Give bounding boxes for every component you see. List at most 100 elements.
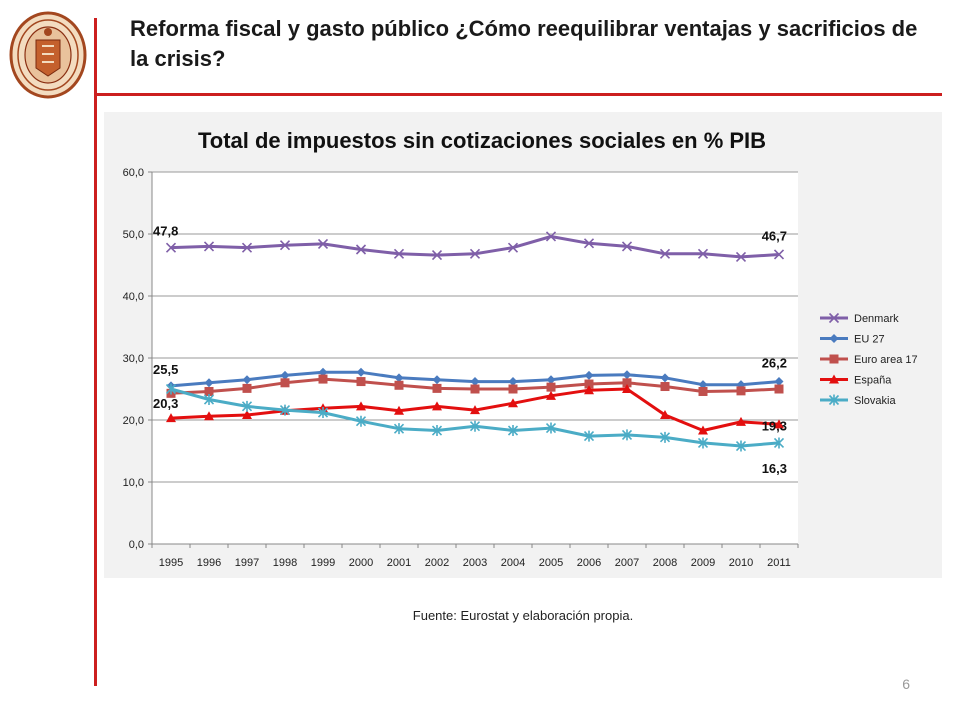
data-point	[432, 401, 442, 411]
data-point	[584, 370, 594, 380]
x-tick-label: 2006	[577, 557, 601, 569]
data-point	[773, 249, 785, 260]
x-tick-label: 1998	[273, 557, 297, 569]
data-point	[773, 437, 785, 449]
y-tick-label: 40,0	[123, 291, 144, 303]
data-point	[584, 379, 594, 389]
chart-title: Total de impuestos sin cotizaciones soci…	[198, 128, 766, 153]
data-point	[584, 385, 594, 395]
legend-entry: Euro area 17	[854, 354, 918, 366]
data-point	[698, 386, 708, 396]
data-point	[774, 384, 784, 394]
data-point	[470, 377, 480, 387]
x-tick-label: 2009	[691, 557, 715, 569]
x-tick-label: 2010	[729, 557, 753, 569]
y-tick-label: 30,0	[123, 353, 144, 365]
data-point	[469, 248, 481, 259]
x-tick-label: 2005	[539, 557, 563, 569]
data-point	[470, 384, 480, 394]
y-tick-label: 10,0	[123, 477, 144, 489]
data-point	[735, 440, 747, 452]
data-point	[659, 431, 671, 443]
data-point	[318, 367, 328, 377]
data-point	[393, 248, 405, 259]
data-point	[698, 380, 708, 390]
legend-entry: España	[854, 375, 892, 387]
source-note: Fuente: Eurostat y elaboración propia.	[412, 608, 634, 623]
data-point	[431, 425, 443, 437]
data-point	[583, 430, 595, 442]
data-point	[317, 238, 329, 249]
data-point	[660, 382, 670, 392]
legend-marker	[829, 354, 839, 364]
data-point	[622, 378, 632, 388]
legend-entry: Slovakia	[854, 395, 896, 407]
data-point	[203, 241, 215, 252]
line-chart: Total de impuestos sin cotizaciones soci…	[123, 128, 918, 569]
legend-marker	[828, 312, 840, 324]
data-point	[317, 407, 329, 419]
x-tick-label: 2007	[615, 557, 639, 569]
data-point	[355, 244, 367, 255]
data-point	[279, 404, 291, 416]
page-number: 6	[902, 676, 910, 692]
slide-title: Reforma fiscal y gasto público ¿Cómo ree…	[130, 16, 918, 71]
data-point	[469, 420, 481, 432]
chart-panel: Total de impuestos sin cotizaciones soci…	[104, 112, 942, 578]
data-point	[507, 242, 519, 253]
data-point	[279, 240, 291, 251]
data-point	[280, 370, 290, 380]
data-point	[242, 410, 252, 420]
y-tick-label: 20,0	[123, 415, 144, 427]
data-point	[242, 383, 252, 393]
data-label: 20,3	[153, 396, 178, 411]
data-point	[622, 370, 632, 380]
data-point	[698, 425, 708, 435]
x-tick-label: 2011	[767, 557, 791, 569]
data-point	[508, 398, 518, 408]
data-point	[508, 384, 518, 394]
data-point	[621, 241, 633, 252]
legend-marker	[829, 374, 839, 384]
data-point	[242, 375, 252, 385]
x-tick-label: 1999	[311, 557, 335, 569]
data-point	[241, 242, 253, 253]
data-point	[393, 423, 405, 435]
data-point	[659, 248, 671, 259]
data-point	[203, 394, 215, 406]
y-tick-label: 60,0	[123, 167, 144, 179]
data-point	[432, 383, 442, 393]
data-point	[546, 390, 556, 400]
accent-horizontal-line	[94, 93, 942, 96]
data-point	[545, 422, 557, 434]
data-point	[621, 429, 633, 441]
data-point	[736, 416, 746, 426]
data-point	[356, 367, 366, 377]
legend-entry: EU 27	[854, 334, 885, 346]
x-tick-label: 2002	[425, 557, 449, 569]
data-point	[697, 437, 709, 449]
data-point	[470, 405, 480, 415]
y-tick-label: 50,0	[123, 229, 144, 241]
x-tick-label: 2003	[463, 557, 487, 569]
data-point	[165, 242, 177, 253]
data-label: 46,7	[762, 228, 787, 243]
data-point	[508, 377, 518, 387]
data-point	[356, 377, 366, 387]
x-tick-label: 2001	[387, 557, 411, 569]
data-label: 16,3	[762, 461, 787, 476]
data-point	[583, 238, 595, 249]
data-point	[660, 373, 670, 383]
x-tick-label: 2008	[653, 557, 677, 569]
data-point	[241, 400, 253, 412]
data-point	[204, 386, 214, 396]
data-point	[394, 373, 404, 383]
x-tick-label: 1995	[159, 557, 183, 569]
data-label: 47,8	[153, 224, 178, 239]
x-tick-label: 2004	[501, 557, 525, 569]
data-point	[546, 382, 556, 392]
university-seal-icon	[9, 11, 87, 99]
data-point	[280, 378, 290, 388]
data-label: 19,3	[762, 418, 787, 433]
data-point	[166, 413, 176, 423]
